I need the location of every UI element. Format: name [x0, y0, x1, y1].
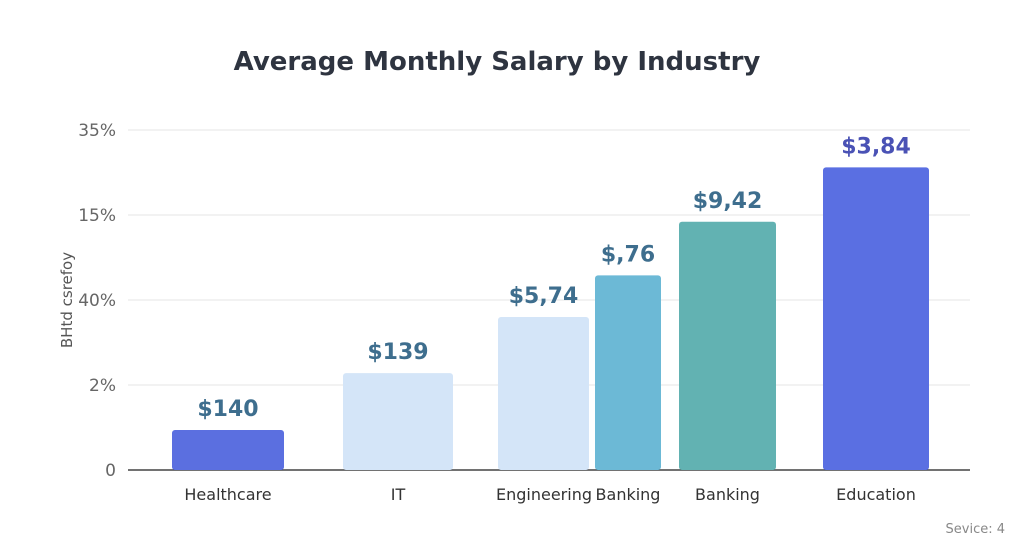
data-label: $9,42 [693, 189, 763, 214]
bar [595, 275, 661, 470]
x-tick-label: Healthcare [184, 485, 271, 504]
y-tick-label: 2% [89, 376, 116, 396]
footnote: Sevice: 4 [946, 522, 1005, 537]
chart-title: Average Monthly Salary by Industry [234, 47, 761, 77]
bar [172, 430, 284, 470]
x-tick-label: Banking [695, 485, 760, 504]
data-label: $3,84 [841, 134, 911, 159]
x-tick-label: Engineering [496, 485, 592, 504]
bar [498, 317, 589, 470]
y-tick-label: 15% [78, 206, 116, 226]
x-tick-label: Banking [596, 485, 661, 504]
y-tick-label: 35% [78, 121, 116, 141]
data-label: $,76 [601, 242, 655, 267]
x-tick-label: Education [836, 485, 916, 504]
x-tick-label: IT [391, 485, 406, 504]
data-label: $140 [197, 397, 258, 422]
bar [343, 373, 453, 470]
bar [823, 167, 929, 470]
data-label: $5,74 [509, 284, 579, 309]
y-tick-label: 40% [78, 291, 116, 311]
y-axis-label: BHtd csrefoy [58, 252, 76, 348]
y-tick-label: 0 [105, 461, 116, 481]
data-label: $139 [367, 340, 428, 365]
bar [679, 221, 776, 470]
